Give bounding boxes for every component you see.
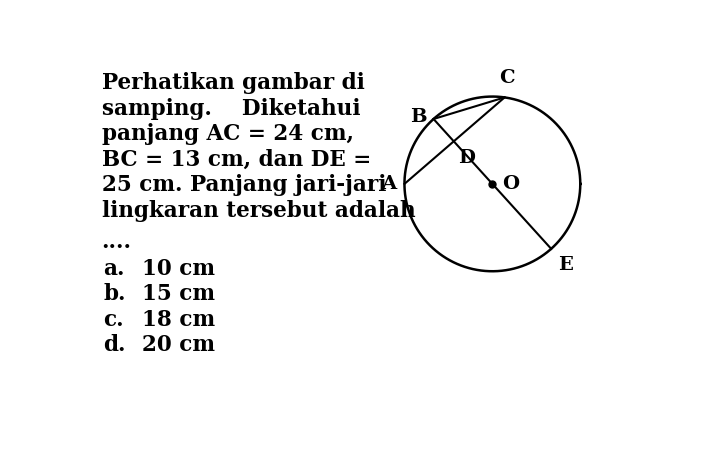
Text: b.: b. [103,283,125,306]
Text: a.: a. [103,258,125,280]
Text: 15 cm: 15 cm [142,283,215,306]
Text: d.: d. [103,334,125,357]
Text: c.: c. [103,309,124,331]
Text: 25 cm. Panjang jari-jari: 25 cm. Panjang jari-jari [102,174,386,196]
Text: panjang AC = 24 cm,: panjang AC = 24 cm, [102,123,353,145]
Text: lingkaran tersebut adalah: lingkaran tersebut adalah [102,200,415,222]
Text: C: C [499,69,515,88]
Text: E: E [558,256,573,274]
Text: 20 cm: 20 cm [142,334,215,357]
Text: 18 cm: 18 cm [142,309,215,331]
Text: A: A [381,175,396,193]
Text: ....: .... [102,231,132,253]
Text: BC = 13 cm, dan DE =: BC = 13 cm, dan DE = [102,149,371,171]
Text: samping.    Diketahui: samping. Diketahui [102,98,360,120]
Text: B: B [410,108,427,126]
Text: Perhatikan gambar di: Perhatikan gambar di [102,73,365,94]
Text: O: O [503,175,519,193]
Text: 10 cm: 10 cm [142,258,215,280]
Text: D: D [458,149,475,167]
